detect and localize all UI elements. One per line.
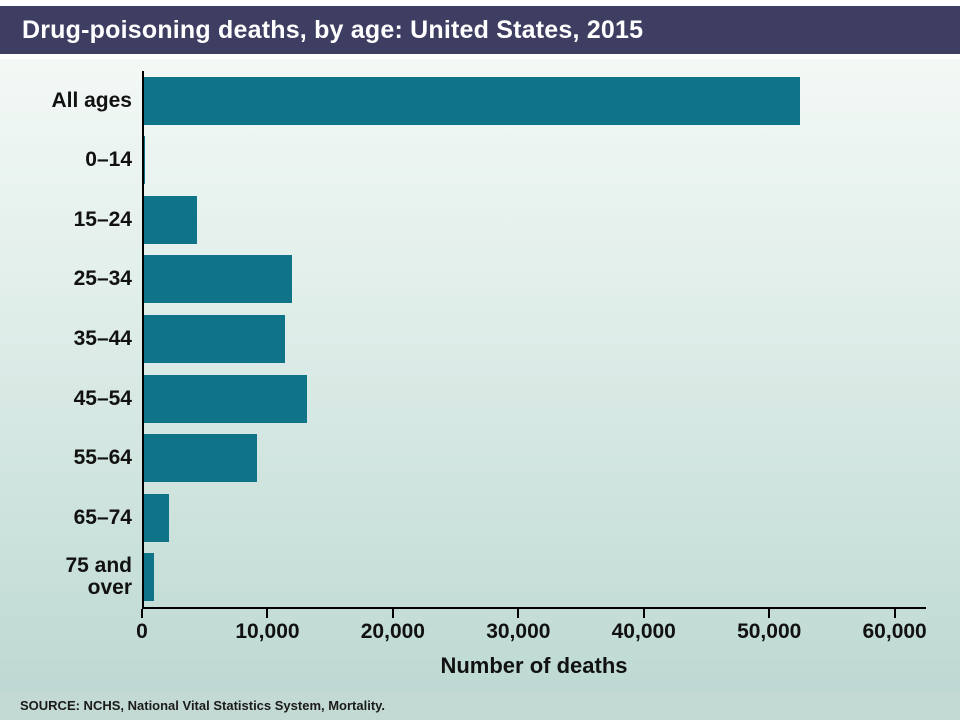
bar-rows: All ages 0–14 15–24 25–34 35–44 45–54 55–64 65–… (20, 71, 926, 608)
x-tick-label: 10,000 (235, 620, 300, 643)
bar-track (142, 547, 926, 608)
bar-row: 35–44 (20, 309, 926, 369)
category-label: 15–24 (73, 207, 132, 231)
bar-row: 75 and over (20, 547, 926, 608)
bar (144, 374, 307, 423)
x-tick (768, 609, 771, 618)
x-tick (391, 609, 394, 618)
category-label: All ages (51, 88, 132, 112)
bar-track (142, 368, 926, 429)
bar-row: 55–64 (20, 428, 926, 488)
bar-row: 0–14 (20, 130, 926, 191)
x-tick (141, 609, 143, 618)
category-label: 45–54 (73, 386, 132, 410)
x-tick-label: 60,000 (862, 620, 927, 643)
bar-track (142, 428, 926, 488)
chart-title-bar: Drug-poisoning deaths, by age: United St… (0, 6, 960, 54)
x-axis-title: Number of deaths (440, 653, 628, 678)
bar (144, 195, 197, 244)
bar (144, 136, 146, 185)
bar-row: 45–54 (20, 368, 926, 429)
x-tick (642, 609, 645, 618)
x-axis: 0 10,000 20,000 30,000 40,000 50,000 60,000 (136, 607, 927, 653)
source-strip: SOURCE: NCHS, National Vital Statistics … (0, 690, 960, 720)
category-label: 65–74 (73, 505, 132, 529)
bar (144, 493, 170, 542)
bar-row: 15–24 (20, 190, 926, 250)
plot: All ages 0–14 15–24 25–34 35–44 45–54 55–64 65–… (0, 59, 960, 679)
x-tick (893, 609, 896, 618)
source-text: SOURCE: NCHS, National Vital Statistics … (20, 697, 386, 713)
category-label: 75 and over (65, 554, 132, 600)
title-separator (0, 54, 960, 59)
x-tick (517, 609, 520, 618)
x-tick-label: 20,000 (360, 620, 425, 643)
x-tick-label: 50,000 (737, 620, 802, 643)
bar (144, 434, 257, 483)
x-tick-label: 0 (136, 620, 148, 643)
bar-track (142, 487, 926, 548)
bar (144, 553, 154, 602)
bar (144, 315, 286, 364)
bar-track (142, 249, 926, 310)
category-label: 55–64 (73, 446, 132, 470)
bar-track (142, 130, 926, 191)
bar-row: 25–34 (20, 249, 926, 310)
x-tick-label: 40,000 (611, 620, 676, 643)
chart-title: Drug-poisoning deaths, by age: United St… (22, 15, 644, 44)
bar-track (142, 71, 926, 131)
category-label: 0–14 (85, 148, 132, 172)
bar-track (142, 190, 926, 250)
x-tick (266, 609, 269, 618)
bar-track (142, 309, 926, 369)
bar (144, 76, 800, 125)
bar-row: All ages (20, 71, 926, 131)
category-label: 35–44 (73, 327, 132, 350)
bar (144, 255, 292, 304)
chart-area: All ages 0–14 15–24 25–34 35–44 45–54 55–64 65–… (0, 59, 960, 690)
category-label: 25–34 (73, 267, 132, 291)
x-tick-label: 30,000 (486, 620, 551, 643)
bar-row: 65–74 (20, 487, 926, 548)
